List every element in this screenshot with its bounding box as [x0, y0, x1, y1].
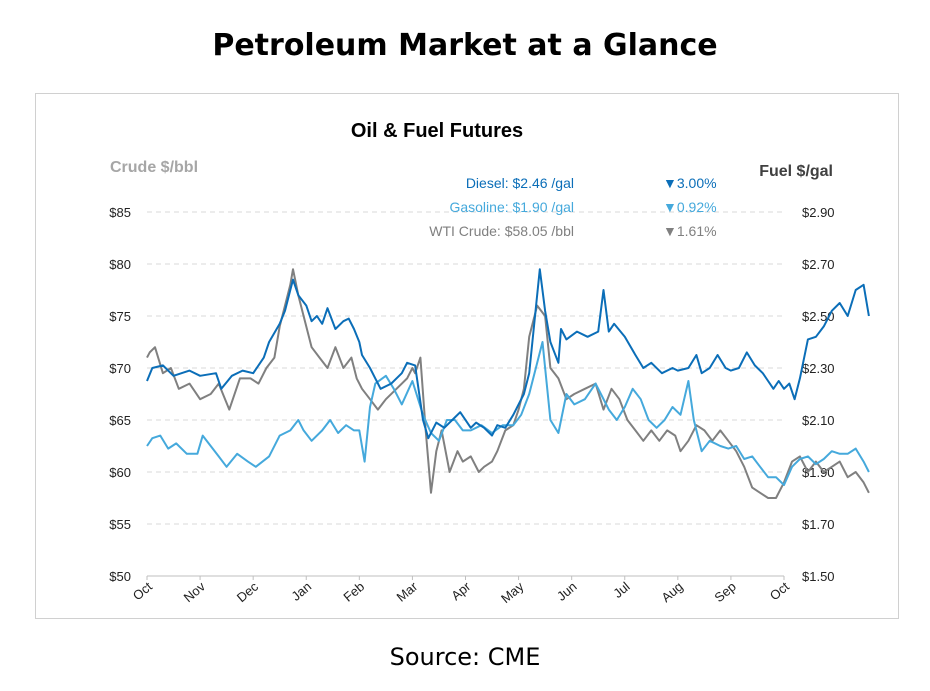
source-note: Source: CME [389, 643, 541, 671]
right-tick-label: $2.90 [802, 205, 835, 220]
x-tick-label: Mar [394, 578, 421, 604]
left-tick-label: $80 [109, 257, 131, 272]
x-tick-label: Apr [448, 578, 474, 603]
series-line-wti [146, 268, 870, 499]
legend-label-diesel: Diesel: $2.46 /gal [466, 175, 574, 191]
left-axis-ticks: $50 $55 $60 $65 $70 $75 $80 $85 [109, 205, 131, 584]
right-tick-label: $2.70 [802, 257, 835, 272]
right-axis-title: Fuel $/gal [759, 163, 833, 180]
left-tick-label: $85 [109, 205, 131, 220]
x-axis-ticks: Oct Nov Dec Jan Feb Mar Apr May Jun Jul Aug Sep Oct [130, 576, 792, 606]
series-lines [146, 268, 870, 499]
legend: Diesel: $2.46 /gal ▼3.00% Gasoline: $1.90 … [429, 175, 716, 239]
legend-change-diesel: ▼3.00% [663, 175, 717, 191]
left-tick-label: $55 [109, 517, 131, 532]
right-axis-ticks: $1.50$1.70$1.90$2.10$2.30$2.50$2.70$2.90 [802, 205, 835, 584]
gridlines [147, 211, 784, 577]
x-tick-label: Feb [340, 579, 367, 605]
right-tick-label: $1.70 [802, 517, 835, 532]
legend-label-gasoline: Gasoline: $1.90 /gal [449, 199, 574, 215]
left-tick-label: $65 [109, 413, 131, 428]
x-tick-label: Jul [610, 579, 632, 601]
chart-frame: Oil & Fuel Futures Crude $/bbl Fuel $/ga… [35, 93, 899, 619]
left-tick-label: $60 [109, 465, 131, 480]
page-title: Petroleum Market at a Glance [212, 28, 718, 63]
x-tick-label: Sep [711, 579, 738, 605]
x-tick-label: Aug [658, 579, 685, 605]
right-tick-label: $1.50 [802, 569, 835, 584]
legend-change-gasoline: ▼0.92% [663, 199, 717, 215]
x-tick-label: May [498, 578, 527, 606]
oil-fuel-futures-chart: Oil & Fuel Futures Crude $/bbl Fuel $/ga… [109, 120, 870, 606]
left-tick-label: $75 [109, 309, 131, 324]
x-tick-label: Nov [181, 578, 209, 605]
series-line-gasoline [146, 341, 870, 486]
legend-label-wti: WTI Crude: $58.05 /bbl [429, 223, 574, 239]
x-tick-label: Jun [554, 579, 580, 604]
left-tick-label: $70 [109, 361, 131, 376]
x-tick-label: Oct [130, 579, 155, 604]
series-line-diesel [146, 268, 870, 440]
right-tick-label: $2.30 [802, 361, 835, 376]
chart-title: Oil & Fuel Futures [351, 120, 523, 142]
legend-change-wti: ▼1.61% [663, 223, 717, 239]
right-tick-label: $2.10 [802, 413, 835, 428]
x-tick-label: Dec [234, 578, 262, 605]
x-tick-label: Oct [767, 579, 792, 604]
x-tick-label: Jan [288, 579, 314, 604]
left-tick-label: $50 [109, 569, 131, 584]
left-axis-title: Crude $/bbl [110, 159, 198, 176]
